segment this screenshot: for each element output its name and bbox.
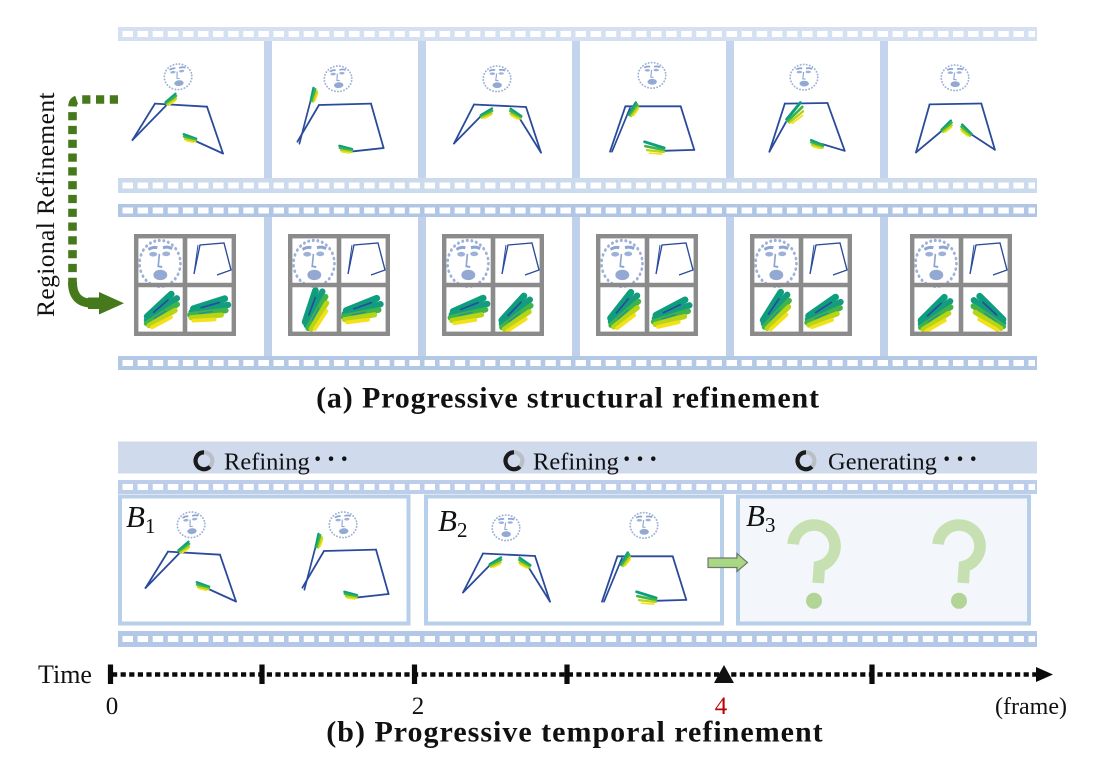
svg-text:Refining: Refining (224, 449, 310, 476)
svg-text:(a) Progressive structural ref: (a) Progressive structural refinement (316, 382, 820, 415)
svg-text:Generating: Generating (828, 449, 937, 476)
svg-text:···: ··· (942, 444, 982, 475)
svg-text:(b) Progressive temporal refin: (b) Progressive temporal refinement (326, 716, 823, 749)
svg-text:Refining: Refining (533, 449, 619, 476)
svg-text:···: ··· (313, 444, 353, 475)
svg-text:Regional Refinement: Regional Refinement (31, 92, 60, 317)
svg-text:0: 0 (106, 693, 119, 720)
svg-text:(frame): (frame) (995, 694, 1067, 720)
svg-text:···: ··· (622, 444, 662, 475)
svg-text:Time: Time (38, 660, 92, 689)
svg-text:2: 2 (412, 693, 425, 720)
svg-text:4: 4 (715, 693, 728, 720)
